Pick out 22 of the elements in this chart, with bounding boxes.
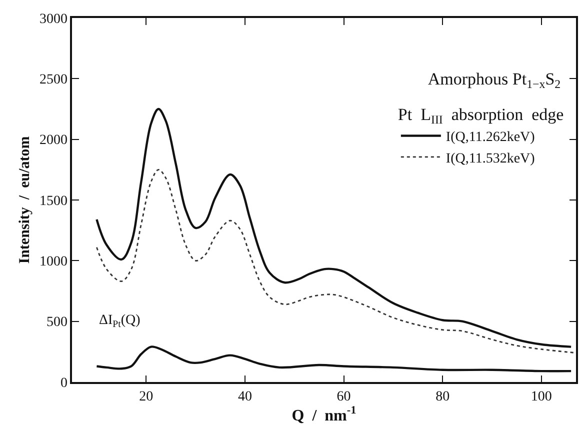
y-tick-label: 500 — [46, 315, 68, 330]
y-tick-label: 2500 — [39, 72, 68, 88]
x-tick-label: 40 — [238, 390, 252, 405]
y-tick-label: 3000 — [39, 12, 68, 27]
x-tick-label: 80 — [436, 390, 450, 405]
series-label: ΔI$_{Pt}$(Q) — [99, 313, 141, 330]
legend-label: I(Q,11.532keV) — [446, 151, 536, 166]
line-series — [96, 168, 576, 354]
x-tick-label: 20 — [139, 390, 154, 405]
y-tick-label: 0 — [60, 376, 68, 391]
text: Amorphous Pt$_{1−x}$S$_{2}$ — [428, 69, 561, 91]
y-tick-label: 2000 — [39, 133, 68, 148]
y-tick-label: 1000 — [39, 254, 68, 270]
line-series — [96, 108, 572, 348]
x-axis-title: Q / nm$^{-1}$ — [292, 404, 357, 424]
y-tick-label: 1500 — [39, 194, 68, 209]
x-tick-label: 60 — [336, 390, 351, 405]
legend-label: I(Q,11.262keV) — [446, 130, 536, 146]
x-tick-label: 100 — [530, 390, 552, 405]
line-series — [96, 346, 572, 372]
y-axis-title: Intensity / eu/atom — [17, 136, 34, 264]
legend-title: Pt L$_{III}$ absorption edge — [398, 105, 564, 127]
